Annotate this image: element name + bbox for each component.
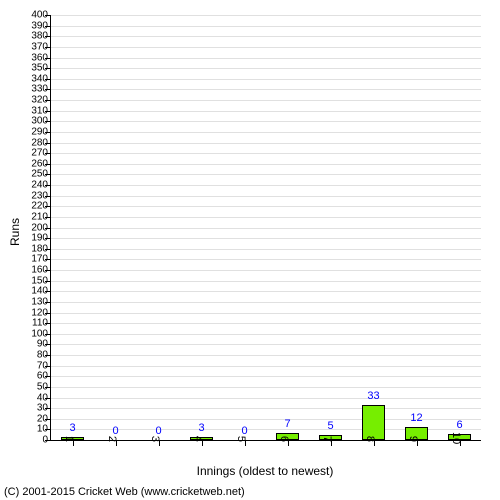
gridline [51,164,481,165]
gridline [51,313,481,314]
gridline [51,58,481,59]
y-tick-label: 240 [18,180,48,191]
gridline [51,355,481,356]
y-tick-label: 310 [18,105,48,116]
gridline [51,366,481,367]
x-tick-label: 7 [321,432,333,442]
y-tick-label: 290 [18,126,48,137]
bar-value-label: 33 [367,390,379,402]
x-tick-label: 8 [364,432,376,442]
x-tick-label: 3 [149,432,161,442]
gridline [51,111,481,112]
y-tick-label: 70 [18,360,48,371]
y-tick-label: 320 [18,95,48,106]
gridline [51,344,481,345]
gridline [51,323,481,324]
y-tick-label: 180 [18,243,48,254]
gridline [51,26,481,27]
y-tick-label: 20 [18,413,48,424]
y-tick-label: 230 [18,190,48,201]
gridline [51,143,481,144]
gridline [51,334,481,335]
gridline [51,185,481,186]
gridline [51,270,481,271]
gridline [51,259,481,260]
bar-value-label: 7 [284,418,290,430]
gridline [51,398,481,399]
y-tick-label: 400 [18,10,48,21]
gridline [51,291,481,292]
y-tick-label: 250 [18,169,48,180]
x-tick-label: 10 [450,432,462,442]
gridline [51,47,481,48]
y-tick-label: 350 [18,63,48,74]
y-tick-label: 280 [18,137,48,148]
gridline [51,376,481,377]
y-tick-label: 340 [18,73,48,84]
y-tick-label: 140 [18,286,48,297]
x-tick-label: 1 [63,432,75,442]
gridline [51,68,481,69]
y-tick-label: 220 [18,201,48,212]
x-tick-label: 6 [278,432,290,442]
y-tick-label: 110 [18,318,48,329]
gridline [51,174,481,175]
y-tick-label: 330 [18,84,48,95]
y-tick-label: 80 [18,350,48,361]
gridline [51,196,481,197]
y-tick-label: 30 [18,403,48,414]
gridline [51,89,481,90]
gridline [51,36,481,37]
y-tick-label: 360 [18,52,48,63]
gridline [51,228,481,229]
gridline [51,79,481,80]
y-tick-label: 380 [18,31,48,42]
y-tick-label: 90 [18,339,48,350]
bar-value-label: 5 [327,420,333,432]
gridline [51,100,481,101]
y-tick-label: 60 [18,371,48,382]
gridline [51,153,481,154]
y-tick-label: 100 [18,328,48,339]
plot-area: 300307533126 [50,15,481,441]
y-tick-label: 40 [18,392,48,403]
gridline [51,281,481,282]
y-tick-label: 170 [18,254,48,265]
y-tick-label: 210 [18,211,48,222]
y-tick-label: 130 [18,296,48,307]
y-tick-label: 390 [18,20,48,31]
y-tick-label: 260 [18,158,48,169]
y-tick-label: 0 [18,435,48,446]
x-tick-label: 2 [106,432,118,442]
y-tick-label: 200 [18,222,48,233]
x-axis-title: Innings (oldest to newest) [50,464,480,478]
gridline [51,132,481,133]
chart-container: 300307533126 Runs Innings (oldest to new… [0,0,500,500]
gridline [51,238,481,239]
gridline [51,408,481,409]
gridline [51,387,481,388]
y-tick-label: 150 [18,275,48,286]
y-tick-label: 120 [18,307,48,318]
x-tick-label: 9 [407,432,419,442]
gridline [51,15,481,16]
y-tick-label: 270 [18,148,48,159]
y-tick-label: 160 [18,265,48,276]
y-tick-label: 300 [18,116,48,127]
x-tick-label: 5 [235,432,247,442]
y-tick-label: 370 [18,41,48,52]
x-tick-label: 4 [192,432,204,442]
copyright-text: (C) 2001-2015 Cricket Web (www.cricketwe… [4,486,245,498]
gridline [51,121,481,122]
bar-value-label: 6 [456,419,462,431]
y-tick-label: 190 [18,233,48,244]
y-tick-label: 10 [18,424,48,435]
gridline [51,302,481,303]
bar-value-label: 12 [410,412,422,424]
gridline [51,206,481,207]
gridline [51,249,481,250]
y-tick-label: 50 [18,381,48,392]
gridline [51,217,481,218]
